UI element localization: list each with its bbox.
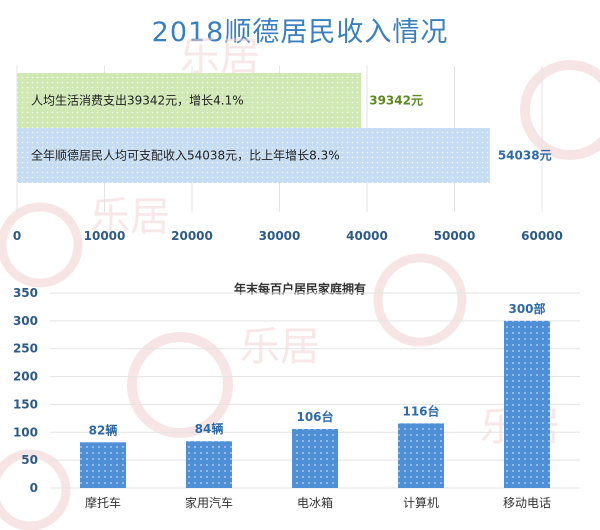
- x-tick-label: 10000: [84, 229, 126, 243]
- bar: [292, 428, 338, 488]
- bar-value-label: 54038元: [498, 149, 552, 163]
- x-category-label: 摩托车: [85, 495, 121, 510]
- y-tick-label: 100: [13, 425, 38, 439]
- bar-category-label: 人均生活消费支出39342元，增长4.1%: [31, 94, 244, 108]
- x-tick-label: 30000: [259, 229, 301, 243]
- y-tick-label: 200: [13, 370, 38, 384]
- y-tick-label: 150: [13, 397, 38, 411]
- bar: [504, 320, 550, 488]
- chart-title: 年末每百户居民家庭拥有: [234, 281, 366, 296]
- bar-category-label: 全年顺德居民人均可支配收入54038元，比上年增长8.3%: [31, 148, 340, 163]
- watermark-logo: [127, 332, 233, 438]
- x-tick-label: 20000: [171, 229, 213, 243]
- bar-value-label: 300部: [508, 301, 545, 316]
- bar-value-label: 106台: [296, 409, 333, 424]
- x-tick-label: 0: [13, 229, 21, 243]
- x-category-label: 电冰箱: [297, 495, 333, 510]
- bar-value-label: 39342元: [369, 94, 423, 108]
- bar-value-label: 82辆: [89, 422, 118, 437]
- page-title: 2018顺德居民收入情况: [151, 17, 449, 48]
- y-tick-label: 300: [13, 314, 38, 328]
- x-tick-label: 50000: [434, 229, 476, 243]
- bar: [17, 73, 362, 128]
- bar: [17, 128, 490, 183]
- watermark-text: 乐居: [90, 194, 170, 240]
- watermark-logo: [0, 449, 71, 530]
- watermark-logo: [0, 202, 83, 288]
- y-tick-label: 250: [13, 342, 38, 356]
- watermark-logo: [520, 60, 600, 160]
- x-category-label: 移动电话: [503, 496, 551, 510]
- income-chart: 0 10000 20000 30000 40000 50000 60000 人均生活消费支出3…: [13, 66, 563, 243]
- x-category-label: 计算机: [403, 495, 439, 510]
- bar: [80, 442, 126, 488]
- bar-value-label: 84辆: [195, 421, 224, 436]
- y-tick-label: 50: [21, 453, 38, 467]
- x-tick-label: 60000: [521, 229, 563, 243]
- watermark-text: 乐居: [180, 34, 260, 80]
- watermark: 乐居 乐居 乐居 乐居: [0, 34, 600, 530]
- x-tick-label: 40000: [346, 229, 388, 243]
- watermark-text: 乐居: [240, 324, 320, 370]
- x-category-label: 家用汽车: [185, 495, 233, 510]
- y-tick-label: 350: [13, 286, 38, 300]
- watermark-logo: [373, 253, 467, 347]
- bar: [398, 423, 444, 488]
- bar: [186, 441, 232, 488]
- bar-value-label: 116台: [402, 403, 439, 418]
- y-tick-label: 0: [30, 481, 38, 495]
